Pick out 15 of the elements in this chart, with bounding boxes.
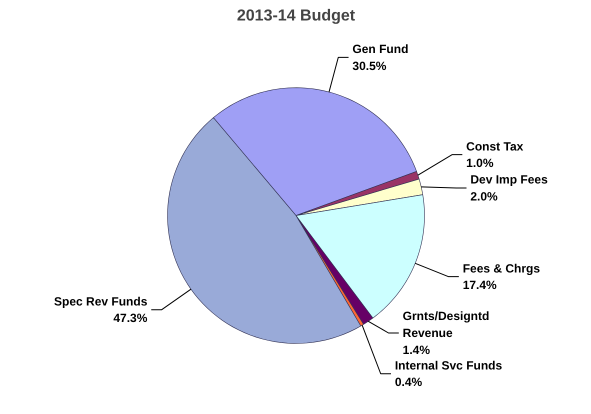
data-label: 1.0%	[466, 156, 494, 170]
slice-label: Gen Fund	[352, 42, 408, 56]
slice-label: Fees & Chrgs	[462, 261, 540, 276]
data-label: 0.4%	[394, 375, 423, 390]
data-label: 17.4%	[462, 278, 498, 292]
chart-title: 2013-14 Budget	[236, 8, 356, 24]
slice-label: Internal Svc Funds	[394, 358, 503, 372]
slice-label: Dev Imp Fees	[470, 172, 548, 187]
data-label: 2.0%	[470, 189, 498, 204]
slice-label: Const Tax	[466, 139, 524, 154]
data-label: 1.4%	[402, 342, 430, 357]
data-label: 47.3%	[113, 311, 148, 326]
data-label: 30.5%	[352, 58, 387, 73]
slice-label: Grnts/Designtd Revenue	[402, 309, 490, 340]
slice-label: Spec Rev Funds	[54, 294, 148, 308]
